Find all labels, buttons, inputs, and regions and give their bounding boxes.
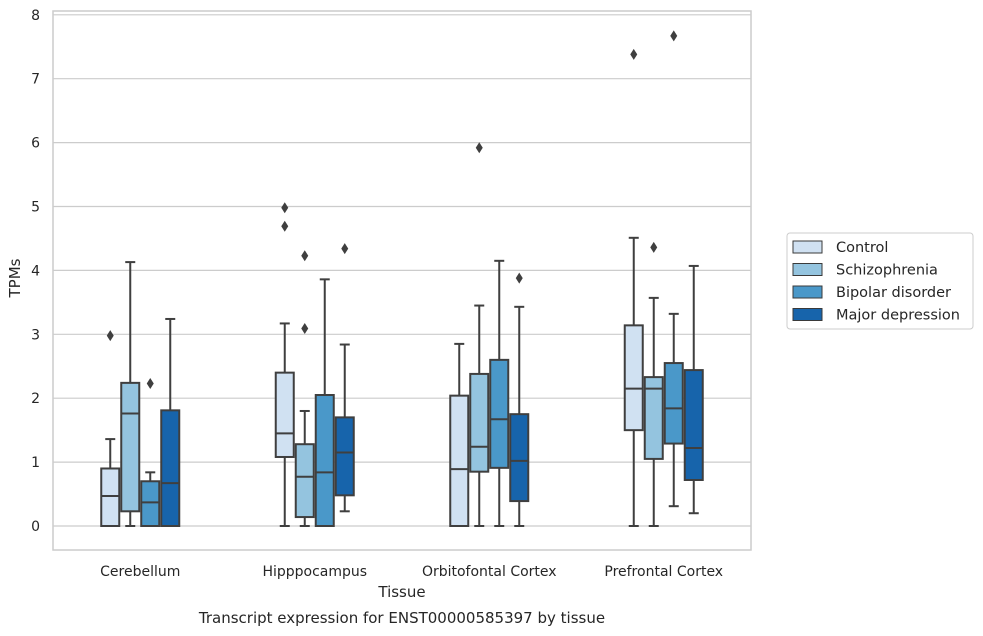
legend-swatch — [792, 308, 823, 321]
legend-frame — [786, 232, 974, 330]
box-major-depression — [334, 243, 355, 513]
legend-label: Control — [836, 240, 888, 256]
outlier-point — [650, 241, 658, 253]
legend-label: Major depression — [836, 308, 960, 324]
box-control — [274, 202, 295, 527]
box-body — [683, 369, 704, 481]
y-tick-label: 8 — [31, 8, 40, 24]
y-tick-label: 4 — [31, 263, 40, 279]
legend-swatch — [792, 285, 823, 299]
outlier-point — [106, 330, 114, 342]
y-tick-label: 2 — [31, 391, 40, 407]
box-groups — [100, 30, 704, 528]
y-axis-label: TPMs — [6, 258, 24, 298]
box-bipolar-disorder — [489, 259, 510, 527]
box-control — [623, 48, 644, 527]
box-body — [623, 324, 644, 432]
box-bipolar-disorder — [140, 378, 161, 527]
box-body — [160, 409, 181, 527]
x-tick-label: Hipppocampus — [262, 564, 367, 580]
box-body — [334, 416, 355, 497]
box-body — [489, 358, 510, 469]
outlier-point — [281, 220, 289, 232]
legend-label: Schizophrenia — [836, 263, 938, 279]
legend-label: Bipolar disorder — [836, 285, 951, 301]
box-body — [469, 372, 490, 473]
outlier-point — [475, 142, 483, 154]
outlier-point — [515, 272, 523, 284]
box-body — [120, 381, 141, 513]
box-body — [294, 443, 315, 519]
outlier-point — [301, 250, 309, 262]
outlier-point — [301, 323, 309, 335]
outlier-point — [670, 30, 678, 42]
y-tick-label: 5 — [31, 200, 40, 216]
box-major-depression — [683, 264, 704, 515]
legend: Control Schizophrenia Bipolar disorder Majo… — [786, 232, 974, 330]
y-tick-label: 1 — [31, 455, 40, 471]
y-tick-label: 6 — [31, 136, 40, 152]
x-tick-label: Prefrontal Cortex — [604, 564, 723, 580]
box-control — [100, 330, 121, 527]
box-schizophrenia — [294, 250, 315, 527]
y-tick-label: 7 — [31, 72, 40, 88]
outlier-point — [281, 202, 289, 214]
box-body — [663, 362, 684, 445]
x-tick-label: Cerebellum — [100, 564, 180, 580]
box-body — [643, 376, 664, 460]
box-control — [449, 342, 470, 528]
chart-caption: Transcript expression for ENST0000058539… — [198, 609, 605, 627]
y-tick-labels: 0 1 2 3 4 5 6 7 8 — [31, 8, 40, 535]
box-major-depression — [160, 317, 181, 527]
box-body — [314, 394, 335, 527]
legend-swatch — [792, 263, 823, 276]
box-body — [274, 371, 295, 458]
plot-frame — [52, 10, 752, 551]
box-body — [449, 394, 470, 528]
x-tick-label: Orbitofontal Cortex — [422, 564, 557, 580]
box-schizophrenia — [643, 241, 664, 527]
box-body — [100, 467, 121, 527]
box-schizophrenia — [120, 261, 141, 527]
y-tick-label: 3 — [31, 327, 40, 343]
outlier-point — [146, 378, 154, 390]
box-body — [509, 413, 530, 503]
box-schizophrenia — [469, 142, 490, 527]
outlier-point — [341, 243, 349, 255]
box-major-depression — [509, 272, 530, 527]
y-tick-label: 0 — [31, 519, 40, 535]
x-tick-labels: Cerebellum Hipppocampus Orbitofontal Corte… — [100, 564, 723, 580]
box-bipolar-disorder — [663, 30, 684, 508]
box-body — [140, 480, 161, 527]
legend-swatch — [792, 240, 823, 254]
box-bipolar-disorder — [314, 278, 335, 527]
x-axis-label: Tissue — [377, 583, 425, 601]
outlier-point — [630, 48, 638, 60]
